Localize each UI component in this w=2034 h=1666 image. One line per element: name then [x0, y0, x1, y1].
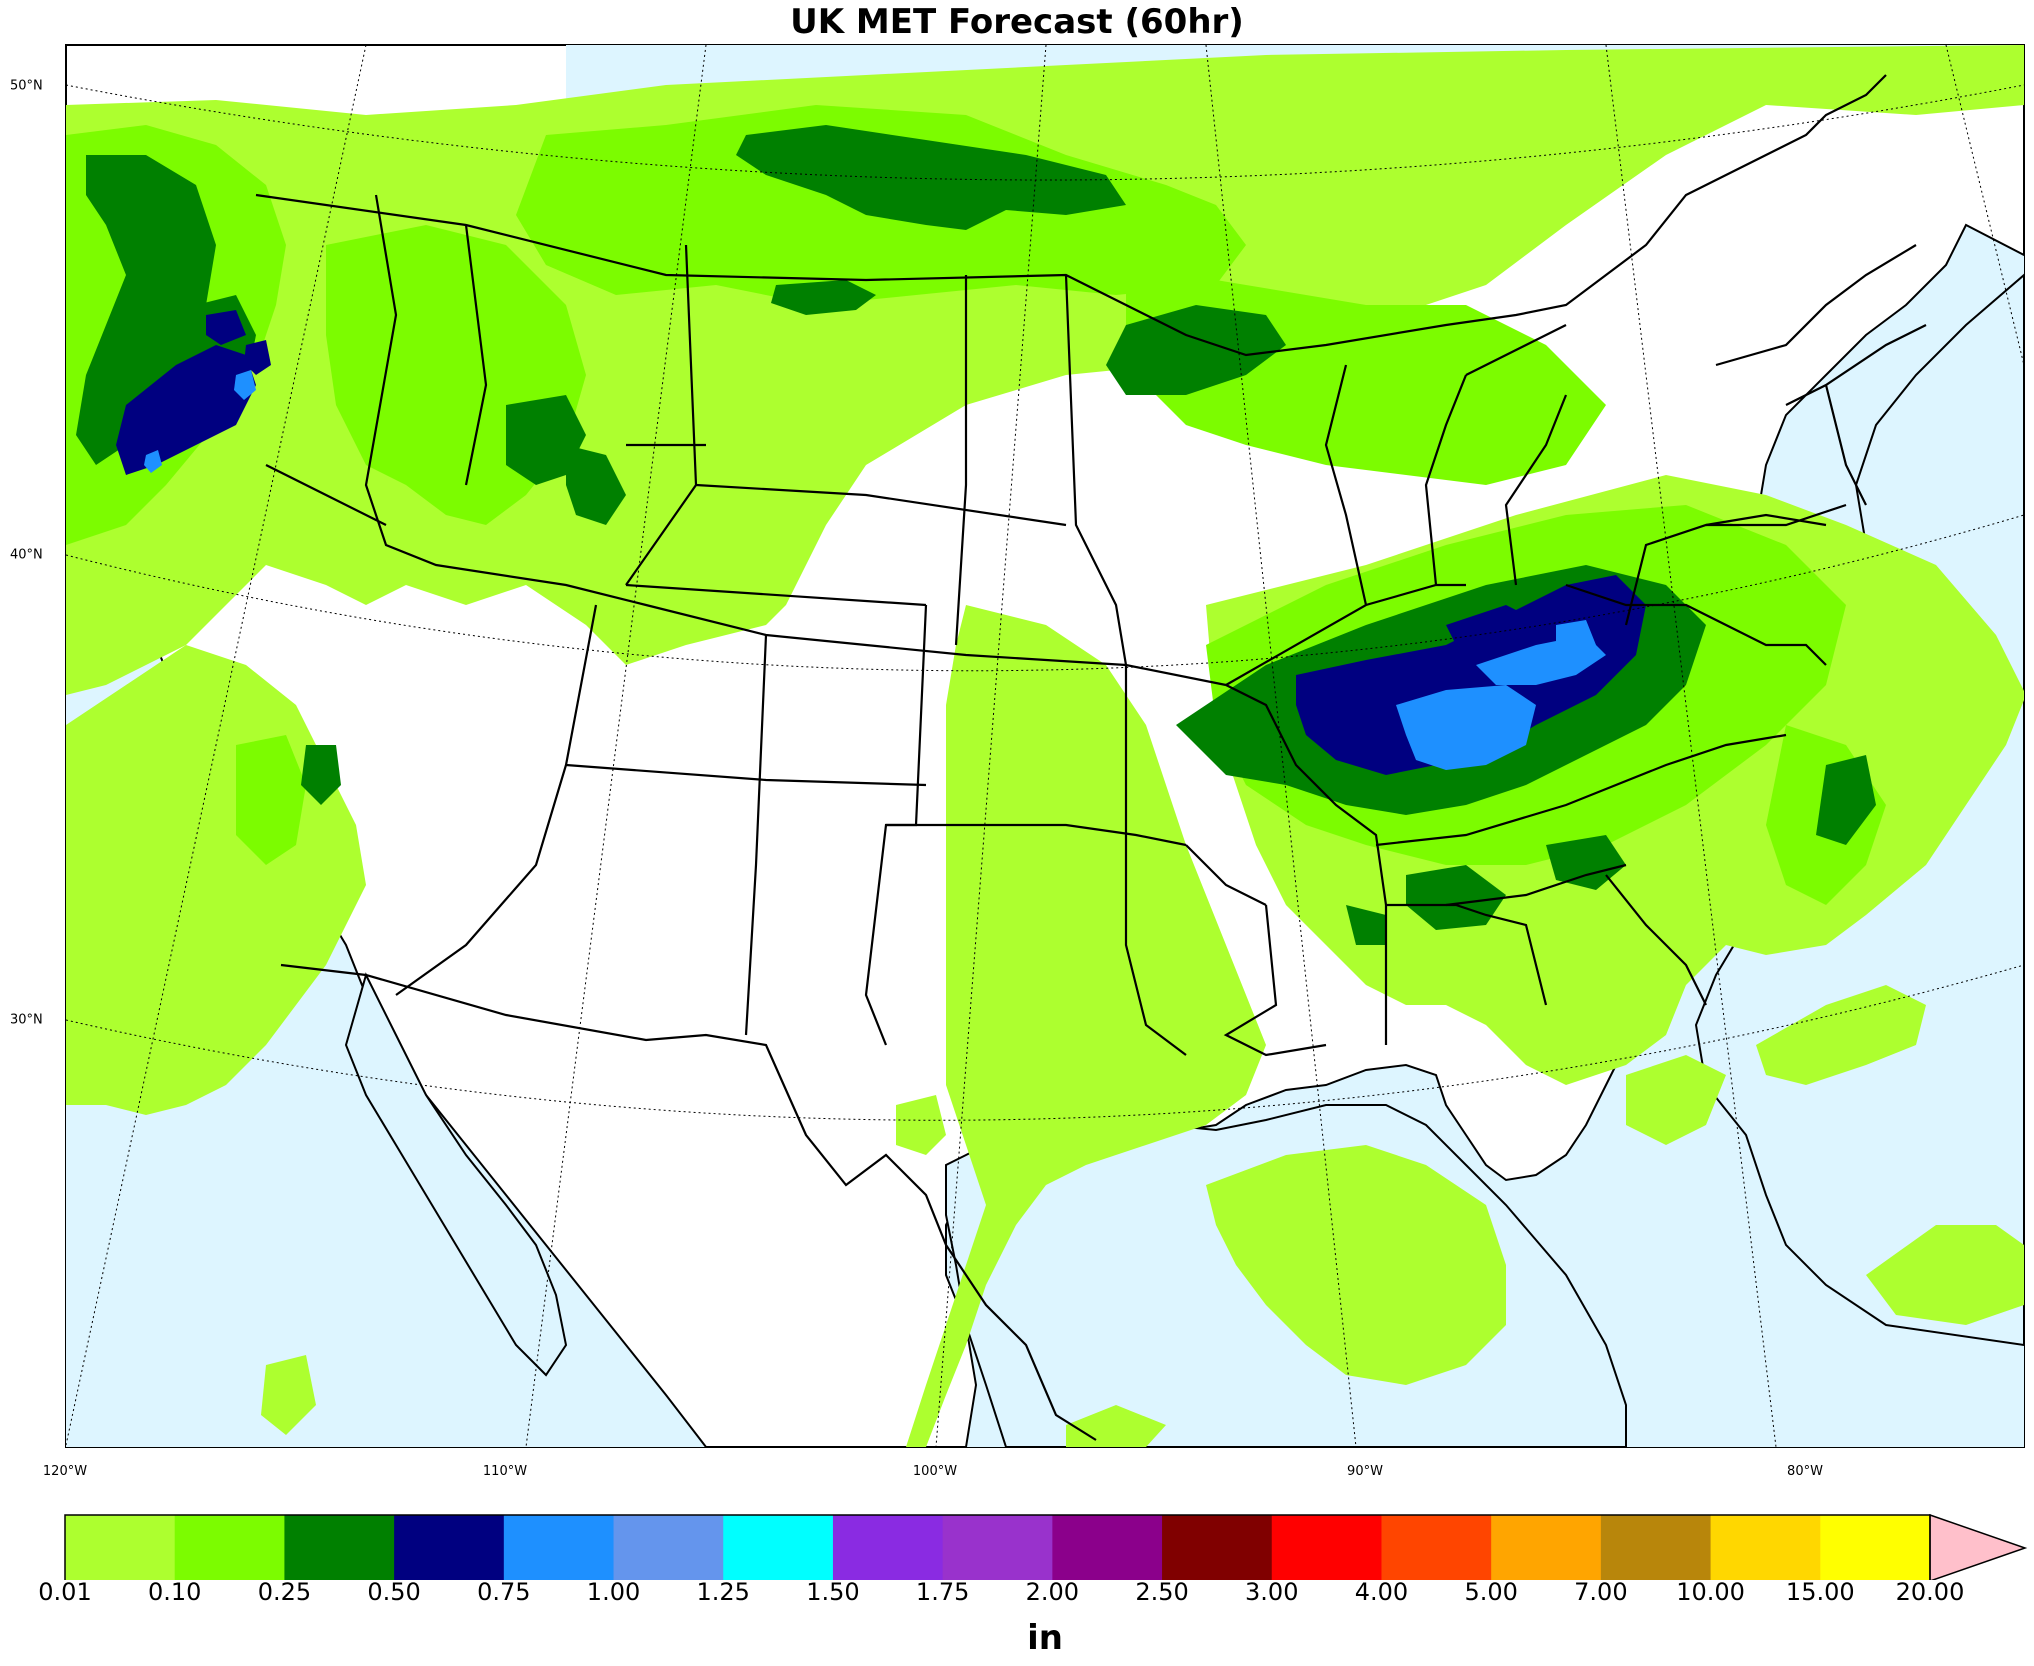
colorbar — [64, 1513, 2028, 1580]
lat-label: 50°N — [10, 78, 43, 94]
colorbar-tick: 1.75 — [915, 1578, 970, 1606]
graticule — [66, 45, 2024, 1447]
colorbar-tick: 15.00 — [1785, 1578, 1855, 1606]
colorbar-extend-arrow — [1929, 1513, 2028, 1580]
colorbar-swatch — [1271, 1515, 1382, 1580]
colorbar-swatch — [1820, 1515, 1931, 1580]
colorbar-swatch — [174, 1515, 285, 1580]
colorbar-tick: 7.00 — [1574, 1578, 1628, 1606]
colorbar-tick: 0.01 — [38, 1578, 92, 1606]
colorbar-swatch — [1052, 1515, 1163, 1580]
colorbar-tick: 20.00 — [1895, 1578, 1965, 1606]
us-canada-border — [255, 74, 1887, 357]
colorbar-tick: 2.00 — [1025, 1578, 1080, 1606]
lon-label: 90°W — [1347, 1464, 1383, 1479]
precip-layer-0.01 — [66, 45, 2024, 1447]
colorbar-swatch — [613, 1515, 724, 1580]
colorbar-tick: 1.50 — [806, 1578, 860, 1606]
colorbar-tick: 5.00 — [1464, 1578, 1518, 1606]
borders — [255, 74, 1927, 1441]
colorbar-swatch — [503, 1515, 615, 1580]
precip-layer-0.75 — [144, 370, 1606, 770]
lat-label: 30°N — [10, 1012, 43, 1028]
colorbar-tick: 1.25 — [696, 1578, 750, 1606]
map-canvas — [66, 45, 2024, 1447]
lat-label: 40°N — [10, 547, 43, 563]
colorbar-tick: 0.25 — [257, 1578, 312, 1606]
colorbar-swatch — [394, 1515, 505, 1580]
colorbar-units-label: in — [1027, 1618, 1063, 1658]
lon-label: 120°W — [42, 1464, 88, 1479]
colorbar-swatch — [1381, 1515, 1492, 1580]
lon-label: 110°W — [482, 1464, 528, 1479]
map-title: UK MET Forecast (60hr) — [790, 2, 1244, 42]
colorbar-swatch — [942, 1515, 1053, 1580]
colorbar-swatch — [1710, 1515, 1821, 1580]
colorbar-tick: 0.10 — [147, 1578, 202, 1606]
colorbar-tick: 1.00 — [586, 1578, 641, 1606]
us-mexico-border — [280, 963, 1097, 1441]
colorbar-outline — [64, 1514, 1931, 1580]
lon-label: 80°W — [1787, 1464, 1823, 1479]
colorbar-swatch — [65, 1515, 176, 1580]
colorbar-swatch — [284, 1515, 395, 1580]
gulf-of-california — [344, 972, 568, 1377]
colorbar-tick: 2.50 — [1135, 1578, 1189, 1606]
lon-label: 100°W — [912, 1464, 958, 1479]
colorbar-swatch — [723, 1515, 834, 1580]
colorbar-swatch — [832, 1515, 944, 1580]
colorbar-swatch — [1491, 1515, 1602, 1580]
colorbar-tick: 0.50 — [367, 1578, 421, 1606]
precipitation-map — [65, 44, 2025, 1448]
colorbar-tick: 0.75 — [477, 1578, 531, 1606]
colorbar-swatch — [1600, 1515, 1712, 1580]
colorbar-swatch — [1162, 1515, 1273, 1580]
colorbar-tick: 4.00 — [1354, 1578, 1409, 1606]
colorbar-tick: 3.00 — [1245, 1578, 1299, 1606]
colorbar-tick: 10.00 — [1676, 1578, 1745, 1606]
